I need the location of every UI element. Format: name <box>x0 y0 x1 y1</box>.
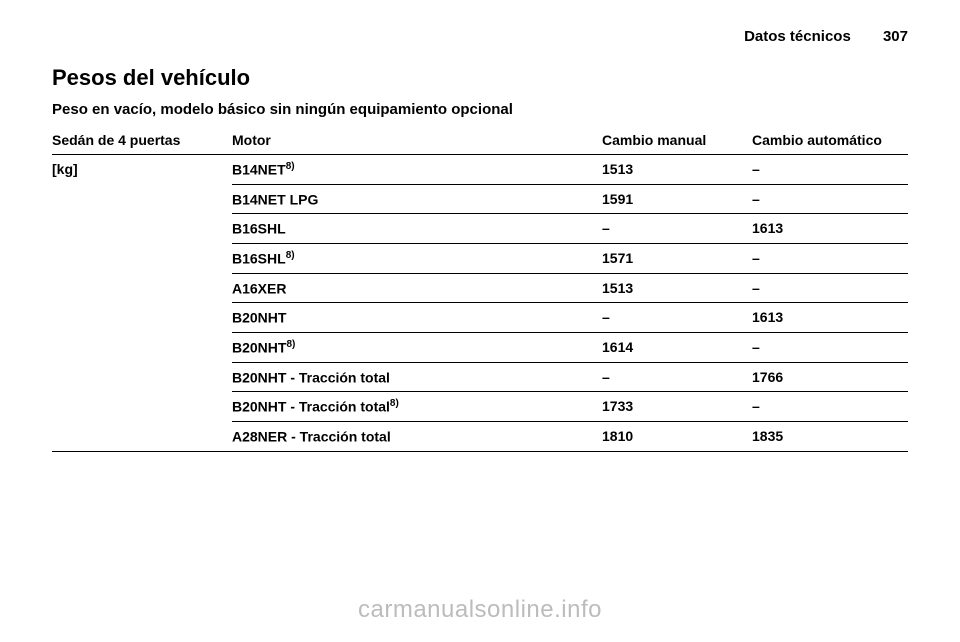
motor-name: B14NET <box>232 162 286 178</box>
page-container: Datos técnicos 307 Pesos del vehículo Pe… <box>0 0 960 642</box>
auto-cell: – <box>752 155 908 185</box>
auto-cell: 1613 <box>752 303 908 333</box>
config-unit-cell: [kg] <box>52 155 232 452</box>
manual-cell: 1513 <box>602 155 752 185</box>
auto-cell: – <box>752 392 908 422</box>
manual-cell: – <box>602 214 752 244</box>
auto-cell: 1766 <box>752 362 908 392</box>
manual-cell: – <box>602 362 752 392</box>
motor-cell: B14NET8) <box>232 155 602 185</box>
auto-cell: – <box>752 243 908 273</box>
table-row: [kg] B14NET8) 1513 – <box>52 155 908 185</box>
motor-name: B20NHT - Tracción total <box>232 399 390 415</box>
auto-cell: – <box>752 332 908 362</box>
motor-cell: A28NER - Tracción total <box>232 421 602 451</box>
table-header-row: Sedán de 4 puertas Motor Cambio manual C… <box>52 126 908 155</box>
header-page-number: 307 <box>883 28 908 45</box>
auto-cell: – <box>752 184 908 214</box>
motor-cell: B16SHL8) <box>232 243 602 273</box>
motor-sup: 8) <box>286 339 295 350</box>
page-header: Datos técnicos 307 <box>52 28 908 45</box>
motor-cell: B20NHT <box>232 303 602 333</box>
manual-cell: 1513 <box>602 273 752 303</box>
motor-name: B20NHT <box>232 310 286 326</box>
motor-name: B16SHL <box>232 251 286 267</box>
header-section-name: Datos técnicos <box>744 28 851 45</box>
motor-name: B20NHT - Tracción total <box>232 369 390 385</box>
motor-name: B14NET LPG <box>232 191 318 207</box>
motor-name: B16SHL <box>232 221 286 237</box>
motor-cell: B16SHL <box>232 214 602 244</box>
motor-name: A16XER <box>232 280 286 296</box>
motor-sup: 8) <box>286 161 295 172</box>
manual-cell: 1591 <box>602 184 752 214</box>
auto-cell: – <box>752 273 908 303</box>
motor-cell: B20NHT - Tracción total <box>232 362 602 392</box>
watermark-text: carmanualsonline.info <box>0 596 960 624</box>
motor-cell: B20NHT - Tracción total8) <box>232 392 602 422</box>
section-subheading: Peso en vacío, modelo básico sin ningún … <box>52 101 908 118</box>
manual-cell: 1733 <box>602 392 752 422</box>
manual-cell: 1810 <box>602 421 752 451</box>
manual-cell: 1571 <box>602 243 752 273</box>
section-title: Pesos del vehículo <box>52 65 908 91</box>
col-header-motor: Motor <box>232 126 602 155</box>
col-header-manual: Cambio manual <box>602 126 752 155</box>
motor-name: B20NHT <box>232 340 286 356</box>
motor-cell: B20NHT8) <box>232 332 602 362</box>
motor-cell: A16XER <box>232 273 602 303</box>
weights-table: Sedán de 4 puertas Motor Cambio manual C… <box>52 126 908 452</box>
motor-sup: 8) <box>286 250 295 261</box>
manual-cell: – <box>602 303 752 333</box>
motor-sup: 8) <box>390 398 399 409</box>
col-header-config: Sedán de 4 puertas <box>52 126 232 155</box>
auto-cell: 1835 <box>752 421 908 451</box>
motor-cell: B14NET LPG <box>232 184 602 214</box>
manual-cell: 1614 <box>602 332 752 362</box>
auto-cell: 1613 <box>752 214 908 244</box>
col-header-auto: Cambio automático <box>752 126 908 155</box>
motor-name: A28NER - Tracción total <box>232 429 391 445</box>
